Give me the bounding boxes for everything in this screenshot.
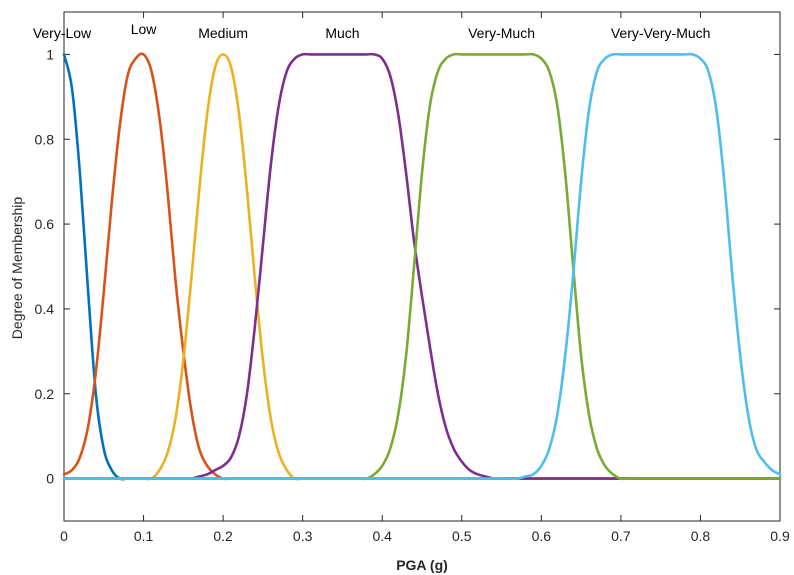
- x-axis-title: PGA (g): [396, 557, 448, 573]
- y-tick-label: 1: [46, 46, 54, 62]
- axes: [63, 11, 781, 522]
- series-line-low: [62, 52, 782, 481]
- plot-box: [63, 11, 781, 522]
- x-tick-label: 0.4: [372, 528, 392, 544]
- curve-label: Very-Low: [33, 25, 92, 41]
- x-tick-label: 0: [60, 528, 68, 544]
- x-tick-label: 0.7: [611, 528, 631, 544]
- y-axis-title: Degree of Membership: [9, 197, 25, 340]
- series-line-very-much: [62, 52, 782, 481]
- curve-label: Medium: [198, 25, 248, 41]
- plot-series: [62, 52, 782, 481]
- curve-label: Much: [325, 25, 359, 41]
- series-line-very-very-much: [62, 52, 782, 481]
- y-tick-label: 0.8: [35, 131, 55, 147]
- x-tick-label: 0.5: [452, 528, 472, 544]
- curve-label: Very-Much: [468, 25, 535, 41]
- curve-labels: Very-Low Low Medium Much Very-Much Very-Very-…: [33, 21, 711, 41]
- y-tick-label: 0.2: [35, 386, 55, 402]
- x-tick-label: 0.3: [293, 528, 313, 544]
- y-tick-label: 0: [46, 471, 54, 487]
- x-tick-label: 0.9: [770, 528, 790, 544]
- series-line-much: [62, 52, 782, 481]
- x-tick-label: 0.1: [134, 528, 154, 544]
- curve-label: Very-Very-Much: [611, 25, 711, 41]
- tick-labels: 0 0.1 0.2 0.3 0.4 0.5 0.6 0.7 0.8 0.9 0 0.2 0.4 0.6 0.…: [35, 46, 790, 544]
- series-line-very-low: [62, 53, 782, 481]
- curve-label: Low: [131, 21, 158, 37]
- y-tick-label: 0.6: [35, 216, 55, 232]
- x-tick-label: 0.8: [691, 528, 711, 544]
- x-tick-label: 0.2: [213, 528, 233, 544]
- x-tick-label: 0.6: [532, 528, 552, 544]
- y-tick-label: 0.4: [35, 301, 55, 317]
- series-line-medium: [62, 53, 782, 481]
